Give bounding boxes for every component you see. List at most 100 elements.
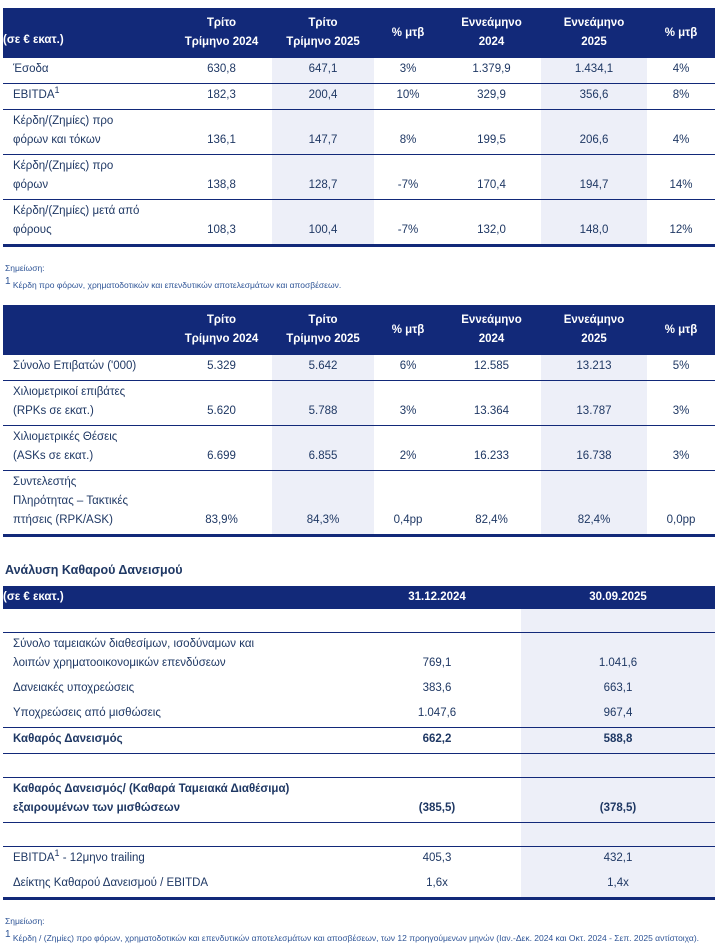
cell-value: 206,6 [541,110,647,154]
cell-value: 630,8 [207,63,236,75]
cell-value: 3% [399,63,417,75]
section-title: Ανάλυση Καθαρού Δανεισμού [5,563,183,577]
table-row: Σύνολο Επιβατών ('000) 5.329 5.642 6% 12… [3,355,715,381]
table-row: Κέρδη/(Ζημίες) μετά από φόρους 108,3 100… [3,200,715,247]
financial-table-header: (σε € εκατ.) Τρίτο Τρίμηνο 2024 Τρίτο Τρ… [3,8,715,58]
col-9m-2025: Εννεάμηνο 2025 [563,17,625,48]
row-label: EBITDA1 - 12μηνο trailing [13,848,145,864]
cell-value: 3% [672,405,690,417]
spacer-row [3,609,715,633]
row-label: Δανειακές υποχρεώσεις [13,682,135,694]
cell-value: 6% [399,360,417,372]
cell-value: 4% [672,134,690,146]
cell-value: 356,6 [541,84,647,109]
cell-value: 6.699 [207,450,236,462]
row-label: Χιλιομετρικές Θέσεις (ASKs σε εκατ.) [13,431,118,462]
cell-value: 6.855 [272,426,374,470]
footnote-marker: 1 [5,276,11,288]
cell-value: 5% [672,360,690,372]
cell-value: 588,8 [521,728,715,753]
table-row: Σύνολο ταμειακών διαθεσίμων, ισοδύναμων … [3,633,715,677]
cell-value: 8% [399,134,417,146]
table-row: Υποχρεώσεις από μισθώσεις 1.047,6 967,4 [3,702,715,728]
table-row: Χιλιομετρικές Θέσεις (ASKs σε εκατ.) 6.6… [3,426,715,471]
col-q3-2024: Τρίτο Τρίμηνο 2024 [184,17,259,48]
cell-value: 136,1 [207,134,236,146]
row-label: Καθαρός Δανεισμός/ (Καθαρά Ταμειακά Διαθ… [13,783,290,814]
cell-value: 647,1 [272,58,374,83]
net-debt-table-header: (σε € εκατ.) 31.12.2024 30.09.2025 [3,586,715,609]
row-label: Καθαρός Δανεισμός [13,733,123,745]
table-row: Δείκτης Καθαρού Δανεισμού / EBITDA 1,6x … [3,872,715,900]
footnote-block: Σημείωση: 1 Κέρδη / (Ζημίες) προ φόρων, … [5,915,715,945]
cell-value: 200,4 [272,84,374,109]
col-pct-change-q: % μτβ [391,26,425,39]
table-row: Χιλιομετρικοί επιβάτες (RPKs σε εκατ.) 5… [3,381,715,426]
cell-value: 199,5 [477,134,506,146]
cell-value: 128,7 [272,155,374,199]
cell-value: 1.434,1 [541,58,647,83]
table-row: Κέρδη/(Ζημίες) προ φόρων 138,8 128,7 -7%… [3,155,715,200]
row-label: Σύνολο Επιβατών ('000) [13,360,137,372]
spacer-row [3,754,715,778]
cell-value: 108,3 [207,224,236,236]
footnote: 1 Κέρδη / (Ζημίες) προ φόρων, χρηματοδοτ… [5,929,700,943]
table-row: Συντελεστής Πληρότητας – Τακτικές πτήσει… [3,471,715,537]
financial-table: (σε € εκατ.) Τρίτο Τρίμηνο 2024 Τρίτο Τρ… [3,8,715,247]
cell-value: 148,0 [541,200,647,244]
col-q3-2025: Τρίτο Τρίμηνο 2025 [286,314,360,345]
row-label: Συντελεστής Πληρότητας – Τακτικές πτήσει… [13,476,128,526]
cell-value: 147,7 [272,110,374,154]
table-row: EBITDA1 182,3 200,4 10% 329,9 356,6 8% [3,84,715,110]
col-pct-change-q: % μτβ [391,323,425,336]
row-label: Χιλιομετρικοί επιβάτες (RPKs σε εκατ.) [13,386,126,417]
cell-value: 16.233 [473,450,510,462]
corner-cell [3,305,171,355]
table-row: EBITDA1 - 12μηνο trailing 405,3 432,1 [3,847,715,872]
unit-label: (σε € εκατ.) [3,34,64,46]
cell-value: 12% [669,224,693,236]
col-9m-2025: Εννεάμηνο 2025 [563,314,625,345]
cell-value: 194,7 [541,155,647,199]
cell-value: 5.788 [272,381,374,425]
cell-value: 0,0pp [666,514,696,526]
cell-value: 13.364 [473,405,510,417]
cell-value: 2% [399,450,417,462]
cell-value: 8% [672,89,690,101]
cell-value: 3% [672,450,690,462]
cell-value: 13.787 [541,381,647,425]
table-row: Δανειακές υποχρεώσεις 383,6 663,1 [3,677,715,702]
spacer-row [3,823,715,847]
cell-value: 138,8 [207,179,236,191]
row-label: Υποχρεώσεις από μισθώσεις [13,707,161,719]
cell-value: -7% [397,179,419,191]
cell-value: 662,2 [422,733,452,745]
cell-value: 967,4 [521,702,715,727]
cell-value: 132,0 [477,224,506,236]
cell-value: 16.738 [541,426,647,470]
col-pct-change-9m: % μτβ [664,26,698,39]
table-row-net-debt-ex-leases: Καθαρός Δανεισμός/ (Καθαρά Ταμειακά Διαθ… [3,778,715,823]
cell-value: 5.620 [207,405,236,417]
cell-value: 769,1 [422,657,452,669]
footnote-marker: 1 [5,929,11,941]
cell-value: 13.213 [541,355,647,380]
cell-value: 82,4% [475,514,508,526]
cell-value: 170,4 [477,179,506,191]
cell-value: 0,4pp [393,514,423,526]
cell-value: 182,3 [207,89,236,101]
cell-value: (385,5) [418,802,456,814]
cell-value: 82,4% [541,471,647,534]
cell-value: 3% [399,405,417,417]
cell-value: 1.379,9 [472,63,511,75]
row-label: Κέρδη/(Ζημίες) προ φόρων και τόκων [13,115,114,146]
col-9m-2024: Εννεάμηνο 2024 [461,17,522,48]
col-q3-2024: Τρίτο Τρίμηνο 2024 [184,314,259,345]
row-label: EBITDA1 [13,85,60,101]
col-pct-change-9m: % μτβ [664,323,698,336]
col-31-12-2024: 31.12.2024 [408,591,466,603]
table-row-net-debt: Καθαρός Δανεισμός 662,2 588,8 [3,728,715,754]
unit-label: (σε € εκατ.) [3,591,64,603]
footnote-heading: Σημείωση: [5,263,45,273]
cell-value: 5.329 [207,360,236,372]
